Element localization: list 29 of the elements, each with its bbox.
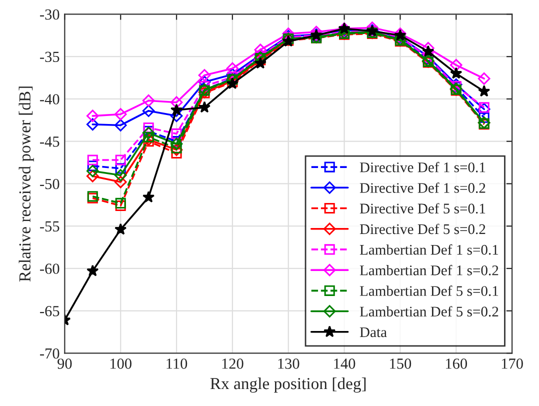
legend-label: Lambertian Def 1 s=0.2 xyxy=(360,264,498,276)
x-tick-label: 120 xyxy=(222,358,244,369)
y-axis-title: Relative received power [dB] xyxy=(18,86,34,282)
legend-label: Data xyxy=(360,327,387,338)
x-tick-label: 100 xyxy=(110,358,132,369)
y-tick-label: -65 xyxy=(40,306,60,316)
y-tick-label: -50 xyxy=(40,178,60,190)
x-tick-label: 160 xyxy=(446,358,468,369)
legend-label: Lambertian Def 5 s=0.2 xyxy=(360,306,498,317)
y-tick-label: -60 xyxy=(40,264,60,274)
y-tick-label: -40 xyxy=(40,94,60,104)
legend-label: Lambertian Def 1 s=0.1 xyxy=(360,244,498,255)
x-tick-label: 110 xyxy=(166,358,188,369)
x-tick-label: 140 xyxy=(334,358,356,369)
x-tick-label: 170 xyxy=(502,358,523,369)
x-tick-label: 130 xyxy=(278,358,300,369)
legend-label: Directive Def 1 s=0.2 xyxy=(360,182,486,193)
y-tick-label: -30 xyxy=(40,9,60,20)
legend-label: Directive Def 5 s=0.2 xyxy=(360,224,486,234)
legend-label: Lambertian Def 5 s=0.1 xyxy=(360,286,498,296)
x-tick-label: 90 xyxy=(58,358,72,369)
legend-label: Directive Def 5 s=0.1 xyxy=(360,203,486,214)
y-tick-label: -45 xyxy=(40,136,60,147)
legend-label: Directive Def 1 s=0.1 xyxy=(360,162,486,172)
y-tick-label: -35 xyxy=(40,52,60,62)
x-axis-title: Rx angle position [deg] xyxy=(210,377,366,393)
x-tick-label: 150 xyxy=(390,358,412,369)
y-tick-label: -70 xyxy=(40,348,60,359)
y-tick-label: -55 xyxy=(40,221,60,232)
